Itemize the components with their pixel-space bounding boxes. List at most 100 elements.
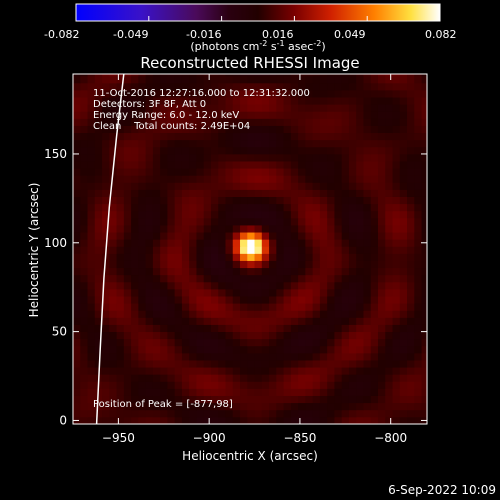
- heatmap-cell-1940: [283, 139, 292, 148]
- heatmap-cell-1449: [276, 210, 284, 219]
- heatmap-cell-1046: [196, 267, 205, 276]
- heatmap-cell-1297: [240, 232, 248, 240]
- heatmap-cell-141: [385, 402, 393, 411]
- heatmap-cell-500: [145, 345, 154, 354]
- heatmap-cell-980: [73, 274, 81, 283]
- heatmap-cell-1085: [123, 260, 132, 269]
- heatmap-cell-1422: [80, 210, 88, 219]
- heatmap-cell-2219: [174, 97, 183, 105]
- heatmap-cell-1582: [174, 189, 183, 197]
- heatmap-cell-1922: [152, 139, 161, 148]
- heatmap-cell-1919: [131, 139, 139, 148]
- heatmap-cell-1465: [392, 210, 401, 219]
- heatmap-cell-2154: [414, 111, 422, 119]
- heatmap-cell-1039: [145, 267, 154, 276]
- heatmap-cell-1726: [152, 168, 161, 176]
- heatmap-cell-1415: [385, 217, 393, 226]
- heatmap-cell-985: [109, 274, 117, 283]
- heatmap-cell-1935: [247, 139, 255, 148]
- heatmap-cell-684: [414, 324, 422, 333]
- heatmap-cell-1461: [363, 210, 372, 219]
- heatmap-cell-991: [152, 274, 161, 283]
- heatmap-cell-1818: [109, 153, 117, 162]
- heatmap-cell-474: [312, 352, 321, 361]
- heatmap-cell-131: [312, 402, 321, 411]
- heatmap-cell-532: [377, 345, 386, 354]
- heatmap-cell-1202: [261, 246, 270, 254]
- heatmap-cell-1881: [210, 146, 219, 155]
- heatmap-cell-216: [218, 388, 226, 396]
- heatmap-cell-662: [254, 324, 263, 333]
- heatmap-cell-976: [399, 281, 408, 290]
- heatmap-cell-1334: [152, 225, 161, 233]
- heatmap-cell-687: [80, 317, 88, 325]
- heatmap-cell-611: [240, 331, 248, 340]
- heatmap-cell-832: [421, 303, 427, 311]
- heatmap-cell-949: [203, 281, 212, 290]
- heatmap-cell-1230: [109, 239, 117, 247]
- heatmap-cell-2280: [261, 89, 270, 98]
- heatmap-cell-525: [327, 345, 335, 354]
- heatmap-cell-867: [319, 296, 328, 304]
- heatmap-cell-1351: [276, 225, 284, 233]
- heatmap-cell-47: [414, 416, 422, 424]
- heatmap-cell-529: [356, 345, 364, 354]
- heatmap-cell-490: [73, 345, 81, 354]
- heatmap-cell-567: [276, 338, 284, 347]
- heatmap-cell-542: [94, 338, 103, 347]
- x-tick-label-0: −950: [102, 431, 135, 445]
- heatmap-cell-627: [356, 331, 364, 340]
- heatmap-cell-43: [385, 416, 393, 424]
- heatmap-cell-2274: [218, 89, 226, 98]
- heatmap-cell-2039: [290, 125, 299, 134]
- heatmap-cell-841: [131, 296, 139, 304]
- heatmap-cell-2313: [145, 82, 154, 91]
- heatmap-cell-916: [319, 288, 328, 297]
- heatmap-cell-489: [421, 352, 427, 361]
- heatmap-cell-1547: [276, 196, 284, 205]
- heatmap-cell-350: [123, 367, 132, 375]
- heatmap-cell-1313: [356, 232, 364, 240]
- heatmap-cell-1479: [138, 203, 147, 212]
- heatmap-cell-2041: [305, 125, 314, 134]
- heatmap-cell-1491: [225, 203, 234, 212]
- heatmap-cell-2180: [247, 104, 255, 112]
- heatmap-cell-1001: [225, 274, 234, 283]
- heatmap-cell-42: [377, 416, 386, 424]
- heatmap-cell-1217: [370, 246, 379, 254]
- heatmap-cell-2261: [123, 89, 132, 98]
- heatmap-cell-1639: [232, 182, 241, 190]
- heatmap-cell-2392: [363, 75, 372, 84]
- heatmap-cell-2191: [327, 104, 335, 112]
- heatmap-cell-1917: [116, 139, 125, 148]
- heatmap-cell-2050: [370, 125, 379, 134]
- heatmap-cell-561: [232, 338, 241, 347]
- heatmap-cell-1920: [138, 139, 147, 148]
- heatmap-cell-2357: [109, 75, 117, 84]
- heatmap-cell-518: [276, 345, 284, 354]
- heatmap-cell-121: [240, 402, 248, 411]
- heatmap-cell-1488: [203, 203, 212, 212]
- heatmap-cell-114: [189, 402, 197, 411]
- heatmap-cell-1790: [261, 161, 270, 169]
- heatmap-cell-800: [189, 303, 197, 311]
- heatmap-cell-2228: [240, 97, 248, 105]
- heatmap-cell-1729: [174, 168, 183, 176]
- heatmap-cell-86: [341, 409, 350, 418]
- heatmap-cell-540: [80, 338, 88, 347]
- heatmap-cell-1468: [414, 210, 422, 219]
- heatmap-cell-651: [174, 324, 183, 333]
- heatmap-cell-1544: [254, 196, 263, 205]
- heatmap-cell-861: [276, 296, 284, 304]
- heatmap-cell-1786: [232, 161, 241, 169]
- heatmap-cell-1246: [225, 239, 234, 247]
- heatmap-cell-1897: [327, 146, 335, 155]
- heatmap-cell-1707: [370, 175, 379, 183]
- heatmap-cell-677: [363, 324, 372, 333]
- heatmap-cell-2031: [232, 125, 241, 134]
- heatmap-cell-12: [160, 416, 168, 424]
- heatmap-cell-205: [138, 388, 147, 396]
- heatmap-cell-903: [225, 288, 234, 297]
- heatmap-cell-1361: [348, 225, 357, 233]
- heatmap-cell-534: [392, 345, 401, 354]
